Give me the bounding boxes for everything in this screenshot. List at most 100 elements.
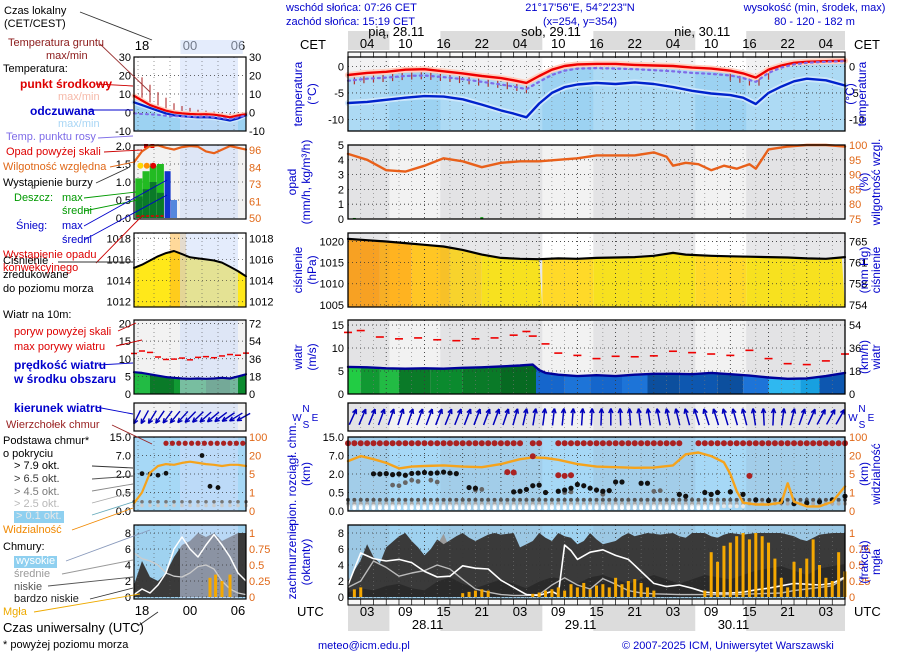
- cet-hour: 04: [819, 36, 833, 51]
- contact-email-link[interactable]: meteo@icm.edu.pl: [318, 640, 410, 652]
- cet-hour: 10: [704, 36, 718, 51]
- tick-label: 30: [249, 52, 261, 64]
- altitude-label: wysokość (min, środek, max): [743, 2, 886, 14]
- data-dot: [384, 506, 389, 511]
- wind-direction-arrow: [628, 408, 632, 426]
- legend-leader-line: [97, 362, 134, 366]
- wind-sector-fill: [348, 366, 361, 394]
- axis-title: (km/h): [857, 340, 871, 374]
- axis-title: zachmurzenie: [285, 524, 299, 599]
- fog-bar: [620, 584, 624, 597]
- data-dot: [195, 440, 201, 446]
- data-dot: [708, 491, 714, 497]
- legend-item-18: średni: [62, 234, 92, 246]
- tick-label: 0.5: [849, 560, 864, 572]
- data-dot: [498, 506, 503, 511]
- night-shade: [348, 233, 390, 307]
- arrow-head: [516, 408, 520, 414]
- data-dot: [403, 497, 408, 502]
- tick-label: 20: [119, 71, 131, 83]
- arrow-head: [804, 408, 807, 415]
- wind-direction-arrow: [762, 408, 765, 426]
- wind-direction-arrow: [542, 408, 546, 426]
- data-dot: [829, 440, 836, 447]
- wind-direction-arrow: [162, 410, 173, 424]
- data-dot: [569, 497, 574, 502]
- data-dot: [588, 506, 593, 511]
- data-dot: [619, 506, 624, 511]
- night-shade: [348, 145, 390, 219]
- tick-label: 0: [338, 214, 344, 226]
- wind-direction-arrow: [397, 408, 404, 426]
- fog-bar: [569, 584, 573, 597]
- cet-hour: 16: [589, 36, 603, 51]
- data-dot: [714, 489, 721, 496]
- wind-direction-arrow: [789, 408, 796, 426]
- panel-bg: [348, 403, 845, 431]
- data-dot: [555, 472, 562, 479]
- tick-label: 3: [338, 170, 344, 182]
- tick-label: 18: [249, 371, 261, 383]
- data-dot: [176, 440, 182, 446]
- thumb-border: [133, 524, 247, 600]
- wind-sector-fill: [500, 364, 536, 394]
- data-dot: [188, 503, 192, 508]
- tick-label: 6: [125, 544, 131, 556]
- arrow-head: [773, 408, 777, 414]
- axis-title: (m/s): [305, 343, 319, 370]
- night-band-top: [348, 31, 390, 50]
- pressure-fill: [593, 253, 696, 307]
- data-dot: [352, 497, 357, 502]
- fog-bar: [830, 581, 834, 597]
- wind-direction-arrow: [492, 408, 500, 426]
- wind-direction-arrow: [482, 408, 491, 426]
- data-dot: [580, 440, 587, 447]
- arrow-head: [741, 408, 747, 414]
- data-dot: [599, 440, 606, 447]
- data-dot: [632, 497, 637, 502]
- thumb-border: [133, 56, 247, 132]
- data-dot: [409, 477, 415, 483]
- fog-bar: [531, 593, 535, 597]
- data-dot: [365, 497, 370, 502]
- series: [133, 250, 247, 278]
- wind-direction-arrow: [674, 408, 681, 426]
- tick-label: 0.0: [116, 506, 131, 518]
- tick-label: 20: [119, 319, 131, 331]
- thumb-utc-hour: 18: [135, 603, 149, 618]
- fog-bar: [582, 582, 586, 597]
- data-dot: [836, 501, 841, 506]
- data-dot: [715, 506, 720, 511]
- snow-max-bar: [164, 171, 171, 218]
- tick-label: 5: [338, 140, 344, 152]
- wind-direction-arrow: [416, 408, 424, 426]
- data-dot: [390, 472, 396, 478]
- wind-direction-arrow: [580, 408, 584, 426]
- tick-label: 84: [249, 163, 261, 175]
- arrow-head: [665, 408, 671, 414]
- data-dot: [631, 440, 638, 447]
- fog-bar: [607, 587, 611, 597]
- data-dot: [734, 497, 739, 502]
- tick-label: 1015: [320, 258, 344, 270]
- arrow-head: [169, 417, 173, 423]
- tick-label: -10: [849, 114, 865, 126]
- data-dot: [447, 506, 452, 511]
- tick-label: 2.0: [116, 141, 131, 153]
- pressure-fill: [542, 258, 594, 307]
- wind-direction-arrow: [732, 408, 739, 426]
- tick-label: 4: [125, 560, 131, 572]
- tick-strip: [348, 52, 845, 58]
- data-dot: [473, 497, 478, 502]
- data-dot: [156, 503, 160, 508]
- arrow-head: [722, 408, 728, 414]
- tick-label: 20: [249, 71, 261, 83]
- tick-label: 2: [338, 576, 344, 588]
- fog-bar: [798, 568, 802, 597]
- data-dot: [709, 497, 714, 502]
- tick-label: 61: [249, 197, 261, 209]
- data-dot: [196, 499, 200, 504]
- data-dot: [510, 469, 517, 476]
- day-label-bottom: 30.11: [718, 617, 750, 632]
- tick-label: 0: [849, 62, 855, 74]
